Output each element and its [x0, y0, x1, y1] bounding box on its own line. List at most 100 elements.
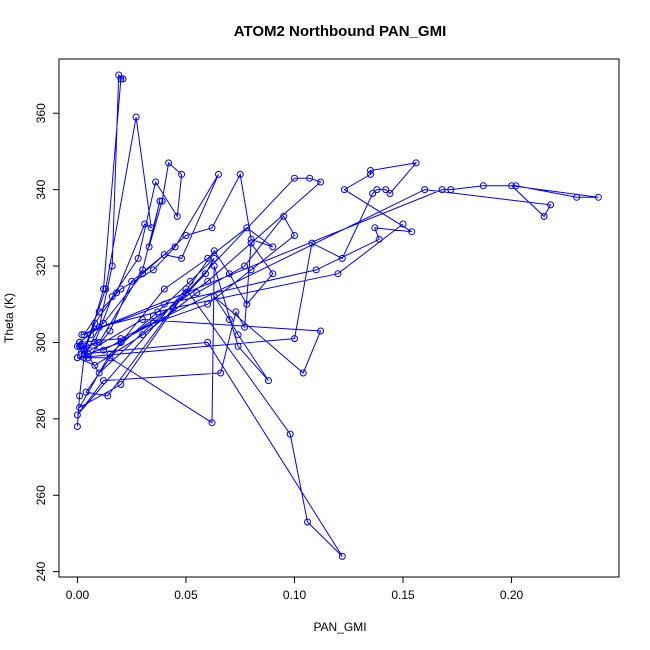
- data-point: [95, 323, 103, 331]
- data-point: [139, 331, 147, 339]
- data-point: [265, 377, 272, 385]
- y-tick-label: 260: [34, 485, 48, 505]
- data-point: [158, 197, 166, 205]
- y-axis-label: Theta (K): [2, 293, 16, 343]
- data-point: [438, 186, 446, 194]
- data-point: [149, 319, 157, 327]
- data-point: [408, 228, 416, 236]
- data-series: [73, 71, 602, 560]
- y-tick-label: 320: [34, 256, 48, 276]
- data-point: [547, 201, 555, 209]
- data-point: [299, 369, 307, 377]
- data-point: [291, 335, 298, 343]
- data-point: [317, 327, 325, 335]
- data-point: [80, 346, 88, 354]
- data-point: [367, 170, 374, 178]
- data-point: [182, 232, 190, 239]
- data-point: [204, 338, 212, 346]
- data-point: [102, 285, 110, 293]
- data-point: [338, 254, 346, 262]
- data-point: [117, 285, 125, 293]
- data-point: [104, 392, 112, 400]
- plot-frame: [58, 58, 620, 578]
- data-point: [80, 331, 88, 339]
- y-tick-label: 340: [34, 179, 48, 199]
- data-point: [80, 354, 88, 362]
- series-line: [76, 73, 599, 557]
- data-point: [100, 377, 107, 385]
- data-point: [78, 342, 86, 350]
- data-point: [306, 174, 314, 182]
- data-point: [73, 423, 81, 430]
- data-point: [234, 342, 242, 350]
- data-point: [243, 300, 251, 308]
- data-point: [76, 342, 84, 350]
- data-point: [134, 254, 142, 262]
- data-point: [512, 182, 520, 190]
- data-point: [100, 346, 107, 354]
- data-point: [334, 270, 342, 278]
- data-point: [317, 178, 325, 186]
- data-point: [91, 361, 99, 369]
- data-point: [479, 182, 487, 190]
- data-point: [447, 186, 455, 194]
- data-point: [108, 293, 116, 301]
- data-point: [210, 254, 218, 262]
- data-point: [280, 212, 288, 220]
- data-point: [100, 285, 107, 293]
- data-point: [73, 354, 81, 362]
- data-point: [371, 224, 379, 232]
- data-point: [91, 338, 99, 346]
- data-point: [382, 186, 390, 194]
- data-point: [115, 71, 123, 79]
- data-point: [186, 277, 194, 285]
- data-point: [76, 403, 84, 411]
- data-point: [182, 289, 190, 297]
- data-point: [145, 243, 153, 251]
- data-point: [291, 232, 298, 239]
- data-point: [421, 186, 429, 194]
- data-point: [149, 266, 157, 274]
- x-axis: 0.00 0.05 0.10 0.15 0.20: [66, 576, 524, 602]
- data-point: [119, 75, 127, 83]
- data-point: [340, 186, 348, 194]
- data-point: [78, 331, 86, 339]
- data-point: [204, 277, 212, 285]
- data-point: [217, 369, 225, 377]
- chart-title: ATOM2 Northbound PAN_GMI: [234, 23, 446, 40]
- x-axis-label: PAN_GMI: [313, 620, 366, 634]
- data-point: [106, 354, 114, 362]
- data-point: [236, 170, 244, 178]
- data-point: [84, 354, 92, 362]
- y-tick-label: 240: [34, 561, 48, 581]
- data-point: [210, 247, 218, 255]
- data-point: [369, 190, 377, 197]
- data-point: [234, 331, 242, 339]
- data-point: [147, 224, 155, 232]
- data-point: [225, 316, 233, 323]
- data-point: [82, 388, 90, 396]
- data-point: [149, 312, 157, 320]
- data-point: [375, 235, 383, 243]
- data-point: [160, 285, 168, 293]
- data-point: [338, 552, 346, 560]
- data-point: [399, 220, 407, 228]
- data-point: [128, 277, 136, 285]
- data-point: [152, 178, 160, 186]
- data-point: [210, 262, 218, 270]
- data-point: [247, 235, 255, 243]
- data-point: [117, 381, 125, 388]
- data-point: [247, 239, 255, 247]
- data-point: [215, 170, 222, 178]
- data-point: [594, 193, 602, 201]
- data-point: [193, 289, 201, 297]
- x-tick-label: 0.20: [500, 588, 524, 602]
- data-point: [117, 75, 125, 83]
- data-point: [182, 285, 190, 293]
- data-point: [243, 224, 251, 232]
- y-tick-label: 360: [34, 103, 48, 123]
- data-point: [139, 316, 147, 323]
- data-point: [573, 193, 581, 201]
- data-point: [225, 270, 233, 278]
- data-point: [106, 350, 114, 358]
